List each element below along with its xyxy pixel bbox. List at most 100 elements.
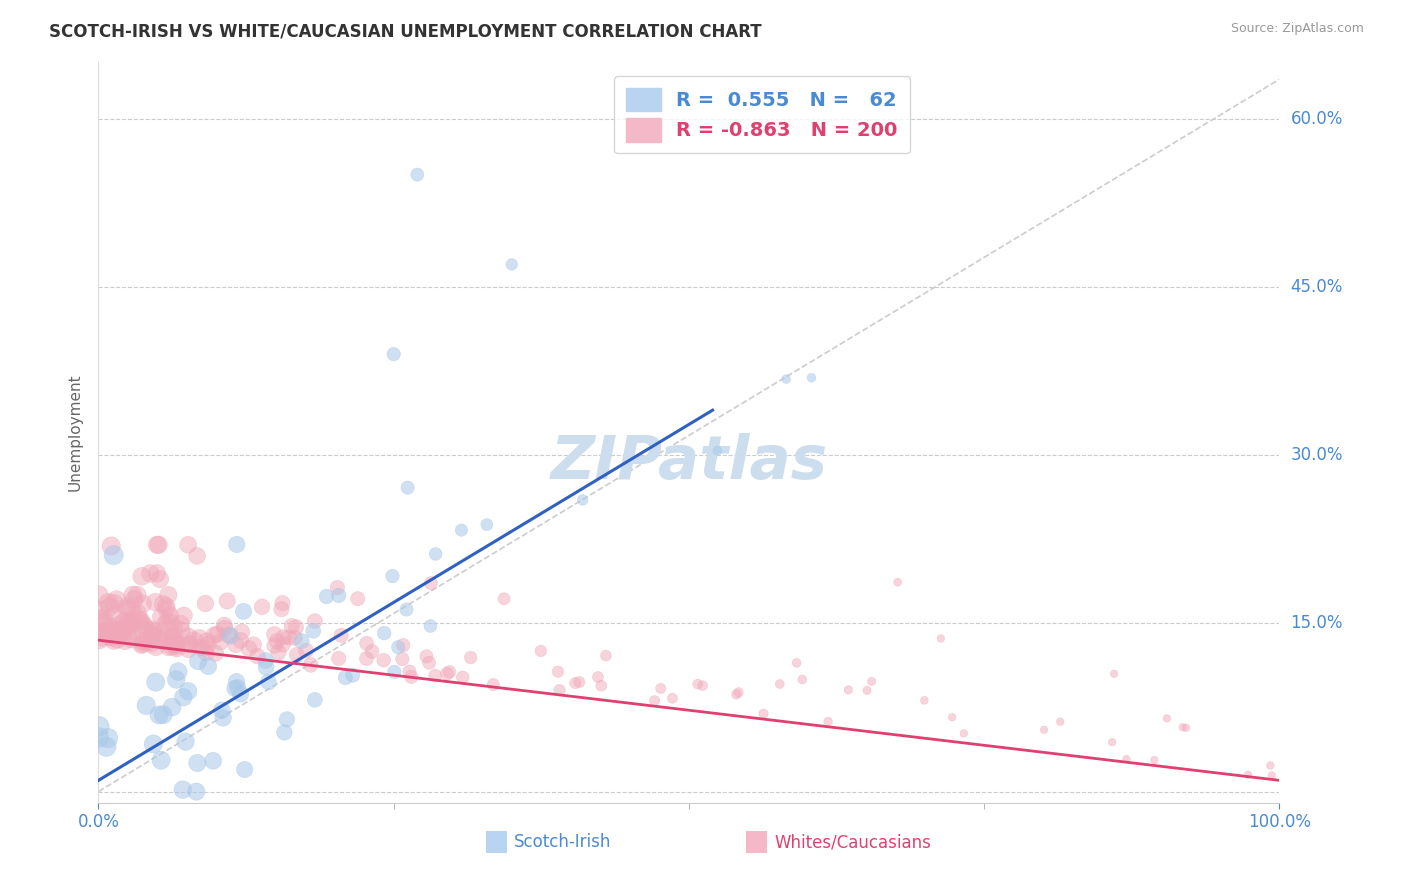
Point xyxy=(752,706,775,721)
Point xyxy=(547,665,569,679)
Point xyxy=(232,604,254,618)
Point xyxy=(107,632,129,647)
Point xyxy=(150,753,173,767)
Point xyxy=(148,538,170,552)
Point xyxy=(263,639,285,653)
Point xyxy=(912,693,935,707)
Point xyxy=(165,673,187,687)
Point xyxy=(1102,666,1125,681)
Point xyxy=(163,620,186,634)
Point xyxy=(179,637,201,651)
Point xyxy=(271,596,294,610)
Point xyxy=(160,640,183,654)
Point xyxy=(686,677,709,691)
Point xyxy=(134,619,156,633)
Point xyxy=(786,656,808,670)
Point xyxy=(398,665,420,679)
Point xyxy=(1260,758,1282,772)
Point xyxy=(837,682,859,697)
Point xyxy=(121,588,143,602)
Point xyxy=(98,600,121,615)
Point xyxy=(190,640,212,655)
Point xyxy=(207,627,229,641)
Point xyxy=(571,492,593,507)
Point xyxy=(204,646,226,660)
Text: Source: ZipAtlas.com: Source: ZipAtlas.com xyxy=(1230,22,1364,36)
Point xyxy=(254,660,277,674)
Text: 45.0%: 45.0% xyxy=(1291,277,1343,296)
Point xyxy=(1175,721,1198,735)
Point xyxy=(586,670,609,684)
Point xyxy=(1156,711,1178,725)
Point xyxy=(100,625,122,640)
Point xyxy=(644,694,666,708)
Point xyxy=(183,633,205,648)
Point xyxy=(103,596,125,610)
Point xyxy=(131,638,153,652)
Point xyxy=(501,257,523,271)
Point xyxy=(270,602,292,616)
Point xyxy=(187,654,209,668)
Point xyxy=(246,649,269,664)
Point xyxy=(266,634,288,648)
Point xyxy=(153,616,176,631)
Point xyxy=(122,592,145,607)
Point xyxy=(148,708,170,723)
Point xyxy=(93,612,115,626)
Point xyxy=(87,731,110,745)
Point xyxy=(155,599,177,614)
Point xyxy=(425,547,447,561)
Point xyxy=(142,737,165,751)
Point xyxy=(361,644,384,658)
Point xyxy=(166,637,188,651)
Point xyxy=(89,632,111,647)
Point xyxy=(188,631,211,645)
Point xyxy=(167,665,190,679)
Point xyxy=(121,632,143,646)
Point xyxy=(162,634,184,648)
Point xyxy=(122,613,145,627)
Point xyxy=(727,685,749,699)
Point xyxy=(91,630,114,644)
Point xyxy=(195,634,218,648)
Point xyxy=(225,674,247,689)
FancyBboxPatch shape xyxy=(745,831,766,853)
Point xyxy=(131,614,153,628)
Point xyxy=(315,590,337,604)
Point xyxy=(94,626,117,640)
Point xyxy=(118,615,141,630)
Point xyxy=(280,619,302,633)
Point xyxy=(775,372,797,386)
Point xyxy=(128,612,150,626)
Point xyxy=(146,627,169,641)
Point xyxy=(929,632,952,646)
Point xyxy=(595,648,617,663)
Point xyxy=(115,599,138,614)
Point xyxy=(177,630,200,644)
Point xyxy=(136,635,159,649)
Point xyxy=(142,623,165,637)
Point xyxy=(277,631,299,645)
Text: 15.0%: 15.0% xyxy=(1291,615,1343,632)
Point xyxy=(121,618,143,632)
Point xyxy=(450,523,472,537)
Point xyxy=(96,625,118,640)
Text: Whites/Caucasians: Whites/Caucasians xyxy=(773,833,931,851)
Point xyxy=(156,615,179,629)
Point xyxy=(127,588,149,602)
Text: Scotch-Irish: Scotch-Irish xyxy=(515,833,612,851)
Point xyxy=(146,566,169,581)
Point xyxy=(101,630,124,644)
Text: 60.0%: 60.0% xyxy=(1291,110,1343,128)
Point xyxy=(381,569,404,583)
Point xyxy=(302,624,325,638)
Point xyxy=(953,726,976,740)
Point xyxy=(304,693,326,707)
Point xyxy=(156,632,179,647)
Point xyxy=(129,616,152,631)
Point xyxy=(1101,735,1123,749)
Point xyxy=(165,640,187,654)
Point xyxy=(145,675,167,690)
Point xyxy=(105,592,128,607)
Point xyxy=(304,614,326,628)
